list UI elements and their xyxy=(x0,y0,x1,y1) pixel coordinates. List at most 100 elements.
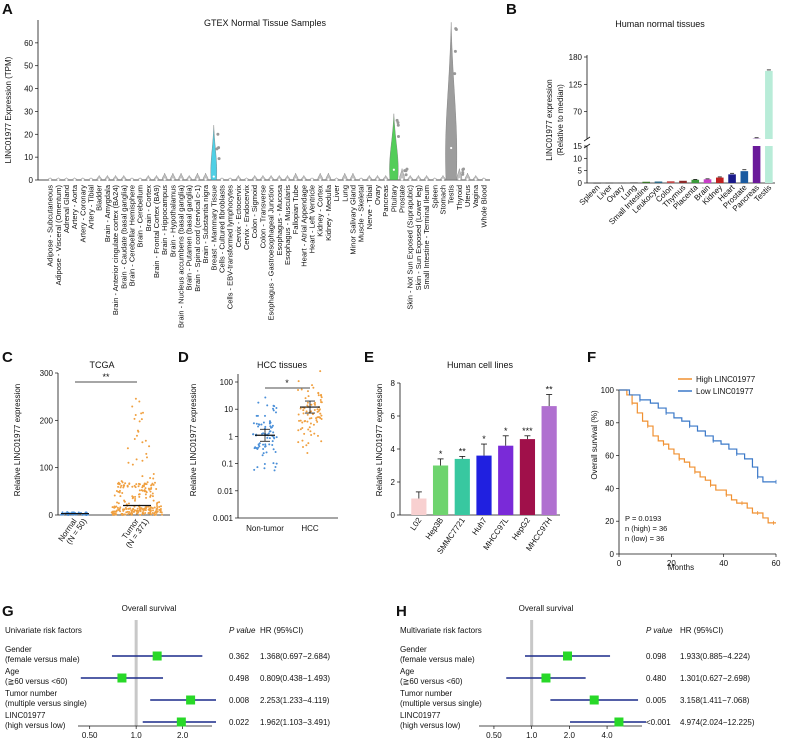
panel-e-ytick-label: 0 xyxy=(391,511,396,520)
panel-a-ytick-label: 0 xyxy=(29,176,34,185)
panel-c-data-point xyxy=(134,438,136,440)
panel-f-xtick-label: 20 xyxy=(667,559,676,568)
panel-d-data-point xyxy=(316,408,318,410)
panel-c-data-point xyxy=(134,418,136,420)
panel-e-category-label: L02 xyxy=(408,516,423,533)
panel-f-annotation: P = 0.0193 xyxy=(625,514,661,523)
panel-c-data-point xyxy=(112,512,114,514)
panel-c-data-point xyxy=(150,488,152,490)
forest-row-label: LINC01977 xyxy=(5,711,46,720)
panel-c-data-point xyxy=(149,491,151,493)
panel-d-group-label: Non-tumor xyxy=(246,524,284,533)
panel-c-data-point xyxy=(152,507,154,509)
forest-xtick-label: 0.50 xyxy=(82,731,98,740)
panel-d-data-point xyxy=(310,422,312,424)
panel-d-data-point xyxy=(307,390,309,392)
panel-d-data-point xyxy=(272,440,274,442)
panel-a-ytick-label: 50 xyxy=(24,62,33,71)
panel-c-data-point xyxy=(140,510,142,512)
forest-hr-marker xyxy=(590,696,599,705)
panel-d-data-point xyxy=(255,447,257,449)
panel-a-category-label: Whole Blood xyxy=(479,185,488,228)
panel-d-data-point xyxy=(271,444,273,446)
panel-c-data-point xyxy=(132,497,134,499)
forest-xtick-label: 0.50 xyxy=(486,731,502,740)
violin-median-point xyxy=(180,178,182,180)
forest-hr-text: 1.301(0.627−2.698) xyxy=(680,674,750,683)
panel-d-data-point xyxy=(274,469,276,471)
panel-c-data-point xyxy=(131,513,133,515)
violin-median-point xyxy=(368,178,370,180)
forest-hr-text: 1.962(1.103−3.491) xyxy=(260,718,330,727)
forest-row-label: LINC01977 xyxy=(400,711,441,720)
panel-c-data-point xyxy=(134,500,136,502)
panel-c-data-point xyxy=(156,502,158,504)
panel-c-data-point xyxy=(127,447,129,449)
forest-row-sublabel: (multiple versus single) xyxy=(400,699,482,708)
panel-d-data-point xyxy=(321,418,323,420)
panel-d-data-point xyxy=(265,445,267,447)
forest-hr-marker xyxy=(614,718,623,727)
panel-b-bar xyxy=(753,146,761,183)
violin-median-point xyxy=(262,178,264,180)
panel-c-data-point xyxy=(136,458,138,460)
panel-c-data-point xyxy=(152,495,154,497)
panel-letter-e: E xyxy=(364,349,374,366)
panel-e-significance: ** xyxy=(459,446,467,456)
panel-d-data-point xyxy=(268,443,270,445)
forest-hr-text: 4.974(2.024−12.225) xyxy=(680,718,755,727)
panel-e-bar xyxy=(476,456,491,515)
panel-c-significance: ** xyxy=(102,372,110,382)
panel-c-data-point xyxy=(145,497,147,499)
panel-c-data-point xyxy=(146,456,148,458)
panel-c-data-point xyxy=(145,453,147,455)
violin-median-point xyxy=(155,178,157,180)
forest-hr-marker xyxy=(117,674,126,683)
panel-c-data-point xyxy=(155,488,157,490)
panel-d-data-point xyxy=(309,430,311,432)
panel-b-ytick-label: 70 xyxy=(573,108,582,117)
panel-d-data-point xyxy=(273,437,275,439)
violin-median-point xyxy=(213,175,215,177)
panel-c-ytick-label: 200 xyxy=(40,416,54,425)
panel-d-data-point xyxy=(256,415,258,417)
panel-c-data-point xyxy=(115,513,117,515)
panel-d-data-point xyxy=(302,446,304,448)
panel-d-data-point xyxy=(264,443,266,445)
violin-median-point xyxy=(245,178,247,180)
outlier-point xyxy=(455,28,458,31)
panel-f-ytick-label: 0 xyxy=(610,550,615,559)
panel-c-data-point xyxy=(129,513,131,515)
panel-e-category-label: Huh7 xyxy=(470,516,489,537)
panel-d-data-point xyxy=(266,451,268,453)
panel-d-data-point xyxy=(269,420,271,422)
violin-median-point xyxy=(147,178,149,180)
panel-c-data-point xyxy=(155,514,157,516)
panel-c-data-point xyxy=(133,511,135,513)
panel-d-data-point xyxy=(262,444,264,446)
violin-median-point xyxy=(237,178,239,180)
panel-c-data-point xyxy=(139,483,141,485)
panel-c-data-point xyxy=(128,482,130,484)
violin-median-point xyxy=(450,147,452,149)
panel-c-data-point xyxy=(150,494,152,496)
panel-d-data-point xyxy=(269,430,271,432)
panel-d-ytick-label: 0.001 xyxy=(213,514,234,523)
violin-median-point xyxy=(205,178,207,180)
forest-p-value: 0.362 xyxy=(229,652,250,661)
forest-p-value: 0.008 xyxy=(229,696,250,705)
forest-row-label: Gender xyxy=(5,645,32,654)
panel-c-data-point xyxy=(146,483,148,485)
panel-f-ytick-label: 40 xyxy=(605,484,614,493)
panel-d-data-point xyxy=(307,402,309,404)
violin-median-point xyxy=(114,178,116,180)
panel-c-data-point xyxy=(137,510,139,512)
panel-b-ytick-label: 0 xyxy=(578,179,583,188)
panel-d-data-point xyxy=(305,397,307,399)
panel-f-xtick-label: 0 xyxy=(617,559,622,568)
panel-a-ylabel: LINC01977 Expression (TPM) xyxy=(4,56,13,163)
panel-e-bar xyxy=(411,499,426,516)
panel-c-data-point xyxy=(120,485,122,487)
panel-c-data-point xyxy=(128,502,130,504)
forest-row-sublabel: (female versus male) xyxy=(5,655,80,664)
